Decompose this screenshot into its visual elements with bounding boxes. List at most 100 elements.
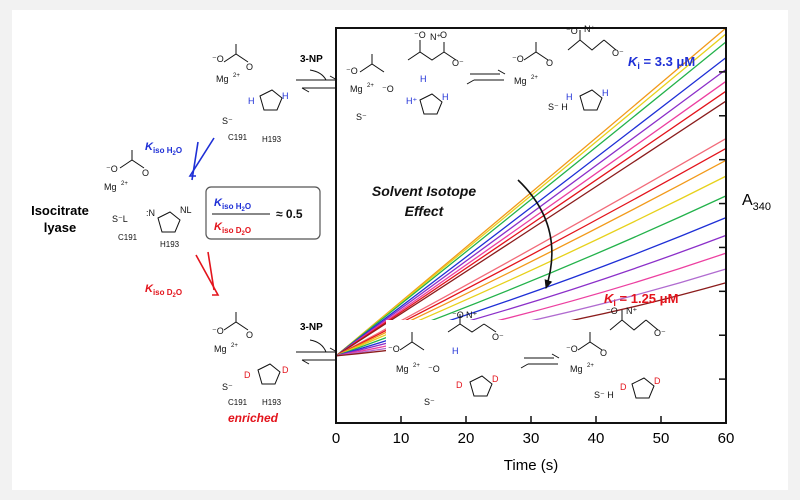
center-imidazole-ring (157, 211, 181, 233)
svg-text:⁻O: ⁻O (566, 26, 578, 36)
center-enzyme-structure: ⁻O O Mg 2+ S⁻L C191 :N NL H193 (104, 150, 192, 249)
bottom-s: S⁻ (222, 382, 233, 392)
center-n: :N (146, 208, 155, 218)
bottom-glyoxylate-bonds (223, 312, 249, 331)
top-enzyme-structure: ⁻O O Mg 2+ S⁻ C191 H H H193 (212, 44, 289, 144)
svg-text:S⁻ H: S⁻ H (548, 102, 568, 112)
series-h2o-6 (335, 80, 727, 357)
svg-text:H⁺: H⁺ (406, 96, 417, 106)
isotope-effect-arrow (517, 179, 553, 289)
bottom-dn: D (244, 370, 251, 380)
center-glyoxylate-bonds (119, 150, 145, 169)
svg-text:2+: 2+ (587, 363, 594, 369)
kiso-d2o-arrow (195, 251, 220, 296)
series-h2o-3 (335, 41, 727, 357)
top-o-minus: ⁻O (212, 54, 224, 64)
bottom-o: O (246, 330, 253, 340)
x-tick-label: 50 (653, 430, 670, 447)
x-tick-label: 60 (718, 430, 735, 447)
bottom-intermediate-structures: ⁻O Mg 2+ ⁻O ⁻O N⁺O⁻ H S⁻ DD ⁻O O Mg 2+ ⁻O N⁺O… (386, 306, 686, 416)
kiso-h2o-arrow (188, 137, 215, 181)
enzyme-scheme: Isocitrate lyase ⁻O O Mg 2+ S⁻L C191 :N … (31, 44, 338, 425)
center-o: O (142, 168, 149, 178)
svg-text:Mg: Mg (350, 84, 363, 94)
bottom-nd: D (282, 365, 289, 375)
svg-text:O⁻: O⁻ (452, 58, 464, 68)
x-axis-title: Time (s) (504, 457, 558, 474)
x-tick-label: 30 (523, 430, 540, 447)
top-glyoxylate-bonds (223, 44, 249, 63)
top-o: O (246, 62, 253, 72)
svg-text:⁻O: ⁻O (452, 310, 464, 320)
enriched-label: enriched (228, 411, 279, 425)
bottom-mg-charge: 2+ (231, 343, 238, 349)
enzyme-name-line2: lyase (44, 220, 77, 235)
series-h2o-5 (335, 68, 727, 357)
kiso-h2o-label: Kiso H2O (145, 141, 182, 157)
svg-text:⁻O: ⁻O (346, 66, 358, 76)
svg-text:⁻O: ⁻O (566, 344, 578, 354)
svg-text:⁻O: ⁻O (606, 306, 618, 316)
top-mg-charge: 2+ (233, 73, 240, 79)
three-np-bottom-label: 3-NP (300, 322, 323, 333)
svg-text:O: O (440, 30, 447, 40)
svg-text:N⁺: N⁺ (584, 24, 595, 34)
x-tick-label: 20 (458, 430, 475, 447)
svg-text:Mg: Mg (396, 364, 409, 374)
svg-text:⁻O: ⁻O (388, 344, 400, 354)
svg-text:⁻O: ⁻O (428, 364, 440, 374)
top-hn-plus: H (248, 96, 255, 106)
center-nl: NL (180, 205, 192, 215)
svg-text:H: H (442, 92, 449, 102)
x-tick-label: 40 (588, 430, 605, 447)
svg-text:⁻O: ⁻O (512, 54, 524, 64)
ki-bottom-label: Ki = 1.25 μM (604, 291, 678, 308)
svg-text:Mg: Mg (570, 364, 583, 374)
x-tick-label: 0 (332, 430, 340, 447)
center-h193: H193 (160, 240, 180, 249)
axis-ticks: 0 10 20 30 40 50 60 (332, 71, 735, 447)
svg-text:Kiso H2O: Kiso H2O (145, 141, 182, 157)
svg-text:H: H (420, 74, 427, 84)
svg-text:S⁻: S⁻ (424, 397, 435, 407)
bottom-o-minus: ⁻O (212, 326, 224, 336)
solvent-line1: Solvent Isotope (372, 183, 476, 199)
series-h2o-4 (335, 57, 727, 357)
svg-text:⁻O: ⁻O (382, 84, 394, 94)
center-mg-charge: 2+ (121, 181, 128, 187)
three-np-top-arrow: 3-NP (296, 54, 338, 93)
svg-text:H: H (566, 92, 573, 102)
svg-text:2+: 2+ (413, 363, 420, 369)
ratio-numerator: Kiso H2O (214, 197, 251, 213)
svg-text:N⁺: N⁺ (466, 310, 477, 320)
isotope-ratio-box: Kiso H2O Kiso D2O ≈ 0.5 (205, 186, 321, 240)
bottom-h193: H193 (262, 398, 282, 407)
center-mg: Mg (104, 182, 117, 192)
svg-text:S⁻: S⁻ (356, 112, 367, 122)
center-o-minus: ⁻O (106, 164, 118, 174)
top-nh: H (282, 91, 289, 101)
svg-text:O: O (600, 348, 607, 358)
svg-text:2+: 2+ (367, 83, 374, 89)
ki-top-label: Ki = 3.3 μM (628, 54, 695, 71)
svg-text:O⁻: O⁻ (654, 328, 666, 338)
svg-text:O⁻: O⁻ (612, 48, 624, 58)
top-mg: Mg (216, 74, 229, 84)
svg-text:D: D (654, 376, 661, 386)
absorbance-label: A340 (742, 192, 771, 213)
top-imidazole-ring (259, 89, 283, 111)
bottom-c191: C191 (228, 398, 248, 407)
kiso-d2o-label: Kiso D2O (145, 283, 182, 299)
bottom-mg: Mg (214, 344, 227, 354)
enzyme-name-line1: Isocitrate (31, 203, 89, 218)
svg-text:Kiso D2O: Kiso D2O (145, 283, 182, 299)
bottom-enzyme-structure: ⁻O O Mg 2+ S⁻ C191 D D H193 enriched (212, 312, 289, 425)
center-s-l: S⁻L (112, 214, 128, 224)
svg-text:S⁻ H: S⁻ H (594, 390, 614, 400)
bottom-imidazole-ring (257, 363, 281, 385)
svg-text:D: D (492, 374, 499, 384)
top-s: S⁻ (222, 116, 233, 126)
center-c191: C191 (118, 233, 138, 242)
three-np-top-label: 3-NP (300, 54, 323, 65)
